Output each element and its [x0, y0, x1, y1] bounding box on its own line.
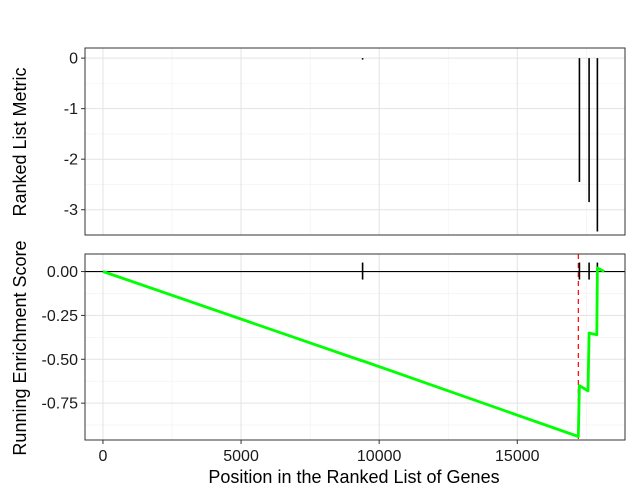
y-tick-label: -2: [64, 152, 78, 169]
x-tick-label: 15000: [495, 448, 540, 465]
y-tick-label: 0.00: [47, 264, 78, 281]
x-tick-label: 10000: [357, 448, 402, 465]
running-enrichment-line: [102, 266, 605, 438]
x-axis-title: Position in the Ranked List of Genes: [208, 467, 499, 487]
ranked-list-metric-axis-title: Ranked List Metric: [10, 67, 30, 216]
running-enrichment-score-axis-title: Running Enrichment Score: [10, 240, 30, 455]
panel-border: [84, 253, 626, 441]
y-tick-label: -0.25: [42, 308, 79, 325]
y-tick-label: -1: [64, 101, 78, 118]
y-tick-label: -0.75: [42, 396, 79, 413]
panel-background: [85, 48, 625, 235]
y-tick-label: -3: [64, 202, 78, 219]
ranked-list-panel: 0 -1 -2 -3: [64, 47, 626, 236]
x-tick-label: 5000: [223, 448, 259, 465]
y-tick-label: -0.50: [42, 352, 79, 369]
panel-border: [84, 47, 626, 236]
x-tick-label: 0: [99, 448, 108, 465]
enrichment-score-panel: 0.00 -0.25 -0.50 -0.75 0 5000 10000 15000: [42, 253, 626, 465]
panel-background: [85, 254, 625, 440]
y-tick-label: 0: [69, 51, 78, 68]
